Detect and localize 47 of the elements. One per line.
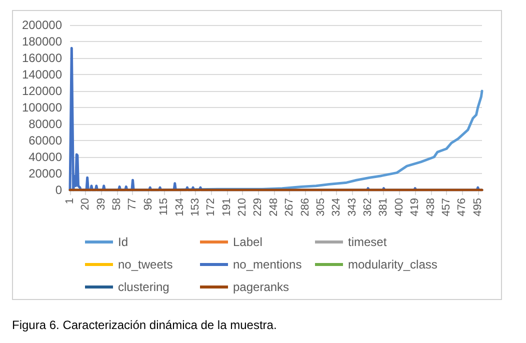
legend-label: timeset	[348, 235, 388, 249]
x-tick-label: 77	[126, 198, 139, 210]
x-tick-label: 286	[299, 198, 312, 216]
x-tick-label: 476	[456, 198, 468, 216]
x-tick-label: 229	[252, 198, 264, 216]
legend-label: no_tweets	[118, 258, 173, 272]
legend-label: clustering	[118, 280, 170, 294]
x-tick-label: 457	[440, 198, 452, 216]
x-tick-label: 495	[472, 198, 484, 216]
legend-label: no_mentions	[233, 258, 302, 272]
x-tick-label: 267	[284, 198, 296, 216]
y-tick-label: 140000	[22, 68, 62, 82]
legend-label: modularity_class	[348, 258, 438, 272]
x-tick-label: 419	[409, 198, 422, 216]
x-tick-label: 343	[346, 198, 358, 216]
x-tick-label: 134	[174, 198, 186, 216]
y-tick-label: 60000	[28, 134, 62, 148]
x-tick-label: 210	[236, 198, 249, 216]
x-tick-label: 58	[111, 198, 124, 210]
legend-label: Id	[118, 235, 128, 249]
x-tick-label: 39	[95, 198, 108, 210]
x-tick-label: 305	[315, 198, 327, 216]
y-tick-label: 80000	[28, 117, 62, 131]
x-tick-label: 191	[220, 198, 233, 216]
x-tick-label: 20	[80, 198, 92, 210]
x-tick-label: 362	[362, 198, 374, 216]
x-tick-label: 172	[205, 198, 218, 216]
x-tick-label: 96	[142, 198, 154, 210]
x-tick-label: 324	[330, 198, 343, 216]
y-tick-label: 100000	[22, 100, 62, 114]
legend-label: pageranks	[233, 280, 290, 294]
x-tick-label: 400	[393, 198, 406, 216]
legend-label: Label	[233, 235, 262, 249]
x-tick-label: 1	[64, 198, 76, 204]
y-tick-label: 200000	[22, 18, 62, 32]
y-tick-label: 20000	[28, 166, 62, 180]
x-tick-label: 438	[424, 198, 437, 216]
y-tick-label: 120000	[22, 84, 62, 98]
y-tick-label: 160000	[22, 51, 62, 65]
x-tick-label: 248	[268, 198, 280, 216]
y-tick-label: 180000	[22, 34, 62, 48]
y-tick-label: 0	[55, 183, 62, 197]
x-tick-label: 115	[158, 198, 170, 216]
text: Figura 6. Caracterización dinámica de la muestra.	[12, 318, 277, 332]
x-tick-label: 381	[378, 198, 390, 216]
x-tick-label: 153	[190, 198, 202, 216]
y-tick-label: 40000	[28, 150, 62, 164]
